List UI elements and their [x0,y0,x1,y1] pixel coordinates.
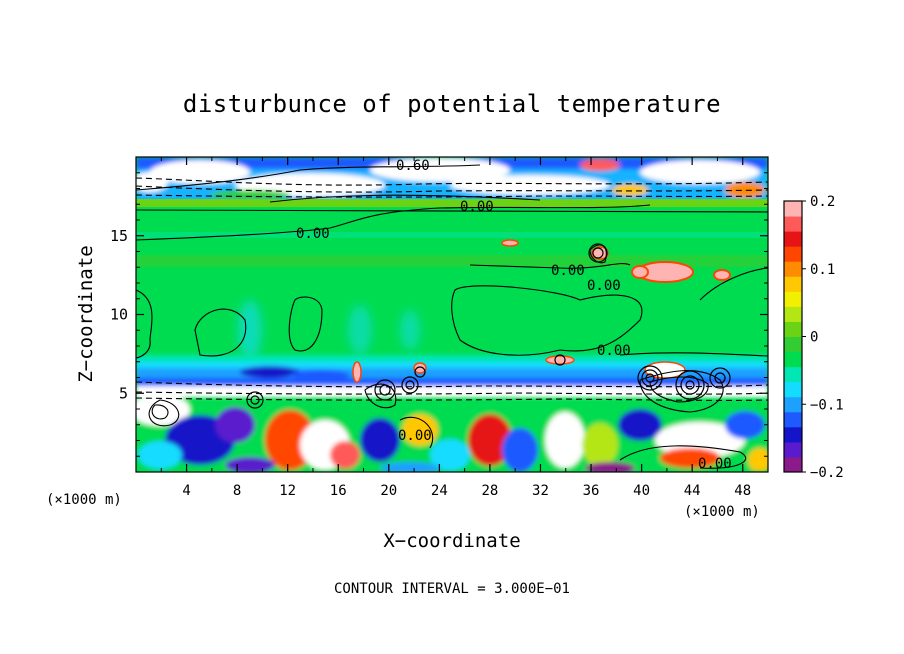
contour-line [148,399,180,427]
colorbar-segment [784,291,802,307]
colorbar-segment [784,411,802,428]
colorbar-segment [784,426,802,443]
contour-line [589,244,607,264]
x-tick-label: 24 [431,483,448,499]
colorbar-segment [784,366,802,383]
y-axis-label: Z−coordinate [75,245,97,382]
contour-label: 0.60 [396,158,430,174]
x-tick-label: 4 [182,483,190,499]
colorbar-segment [784,381,802,398]
contour-label: 0.00 [587,278,621,294]
contour-line-dashed [136,381,768,388]
colorbar-segment [784,246,802,262]
colorbar-segment [784,396,802,413]
colorbar-tick-label: 0.1 [810,262,835,278]
x-axis: 4 8 12 16 20 24 28 32 36 40 44 48 [160,157,751,499]
contour-line [699,267,768,301]
x-axis-unit-right: (×1000 m) [684,504,760,520]
colorbar-segment [784,321,802,337]
contour-line [399,416,434,449]
colorbar-segment [784,306,802,322]
x-tick-label: 44 [684,483,701,499]
heatmap-mid-blobs [238,300,420,360]
colorbar-tick-label: −0.2 [810,465,844,481]
contour-label: 0.00 [597,343,631,359]
contour-line [619,352,768,357]
contour-label: 0.00 [398,428,432,444]
x-tick-label: 16 [330,483,347,499]
contour-label: 0.00 [296,226,330,242]
colorbar-tick-label: 0 [810,330,818,346]
contour-line [451,285,643,356]
contour-line-dashed [136,397,768,401]
contour-label: 0.00 [698,456,732,472]
contour-label: 0.00 [460,199,494,215]
y-tick-label: 5 [119,384,128,402]
contour-interval-note: CONTOUR INTERVAL = 3.000E−01 [334,581,570,597]
colorbar-tick-label: 0.2 [810,194,835,210]
contour-line [136,164,481,191]
heatmap-top-band [136,157,768,203]
x-tick-label: 40 [633,483,650,499]
heatmap-bottom-layer [136,394,768,472]
y-tick-label: 10 [110,306,128,324]
colorbar-tick-label: −0.1 [810,397,844,413]
colorbar-segment [784,276,802,292]
x-tick-label: 28 [481,483,498,499]
contour-lines [136,164,768,469]
contour-line [269,194,541,203]
contour-line [151,404,169,420]
heatmap-warm-patches [352,239,731,383]
x-tick-label: 8 [233,483,241,499]
contour-line-dashed [136,194,768,198]
contour-clusters [246,243,731,409]
y-axis: 5 10 15 [110,172,768,457]
contour-line-dashed [136,185,768,193]
colorbar-segment [784,351,802,368]
contour-line-dashed [136,177,768,186]
x-tick-label: 32 [532,483,549,499]
contour-label: 0.00 [551,263,585,279]
x-axis-label: X−coordinate [383,530,520,552]
colorbar-segment [784,456,802,473]
contour-line [469,263,631,269]
x-tick-label: 36 [583,483,600,499]
contour-line [639,370,724,413]
colorbar: 0.2 0.1 0 −0.1 −0.2 [783,194,844,481]
contour-line [364,383,397,409]
x-tick-label: 20 [380,483,397,499]
chart-title: disturbunce of potential temperature [183,90,721,118]
contour-line [288,296,323,352]
colorbar-segment [784,336,802,353]
x-tick-label: 12 [279,483,296,499]
contour-line-dashed [136,391,768,395]
x-axis-unit-left: (×1000 m) [46,492,122,508]
colorbar-segment [784,261,802,277]
colorbar-segment [784,231,802,247]
contour-line [194,308,247,357]
heatmap-field: 0.60 0.00 0.00 0.00 0.00 0.00 0.00 0.00 [136,157,768,472]
contour-line [136,204,651,241]
colorbar-segment [784,201,802,217]
contour-line [136,209,768,213]
y-tick-label: 15 [110,227,128,245]
x-tick-label: 48 [734,483,751,499]
contour-lines-negative [136,177,768,401]
contour-line [136,289,153,359]
contour-value-labels: 0.60 0.00 0.00 0.00 0.00 0.00 0.00 0.00 [296,158,732,472]
heatmap-cold-band [136,355,768,400]
colorbar-segment [784,216,802,232]
contour-line [619,445,747,469]
colorbar-segment [784,441,802,458]
